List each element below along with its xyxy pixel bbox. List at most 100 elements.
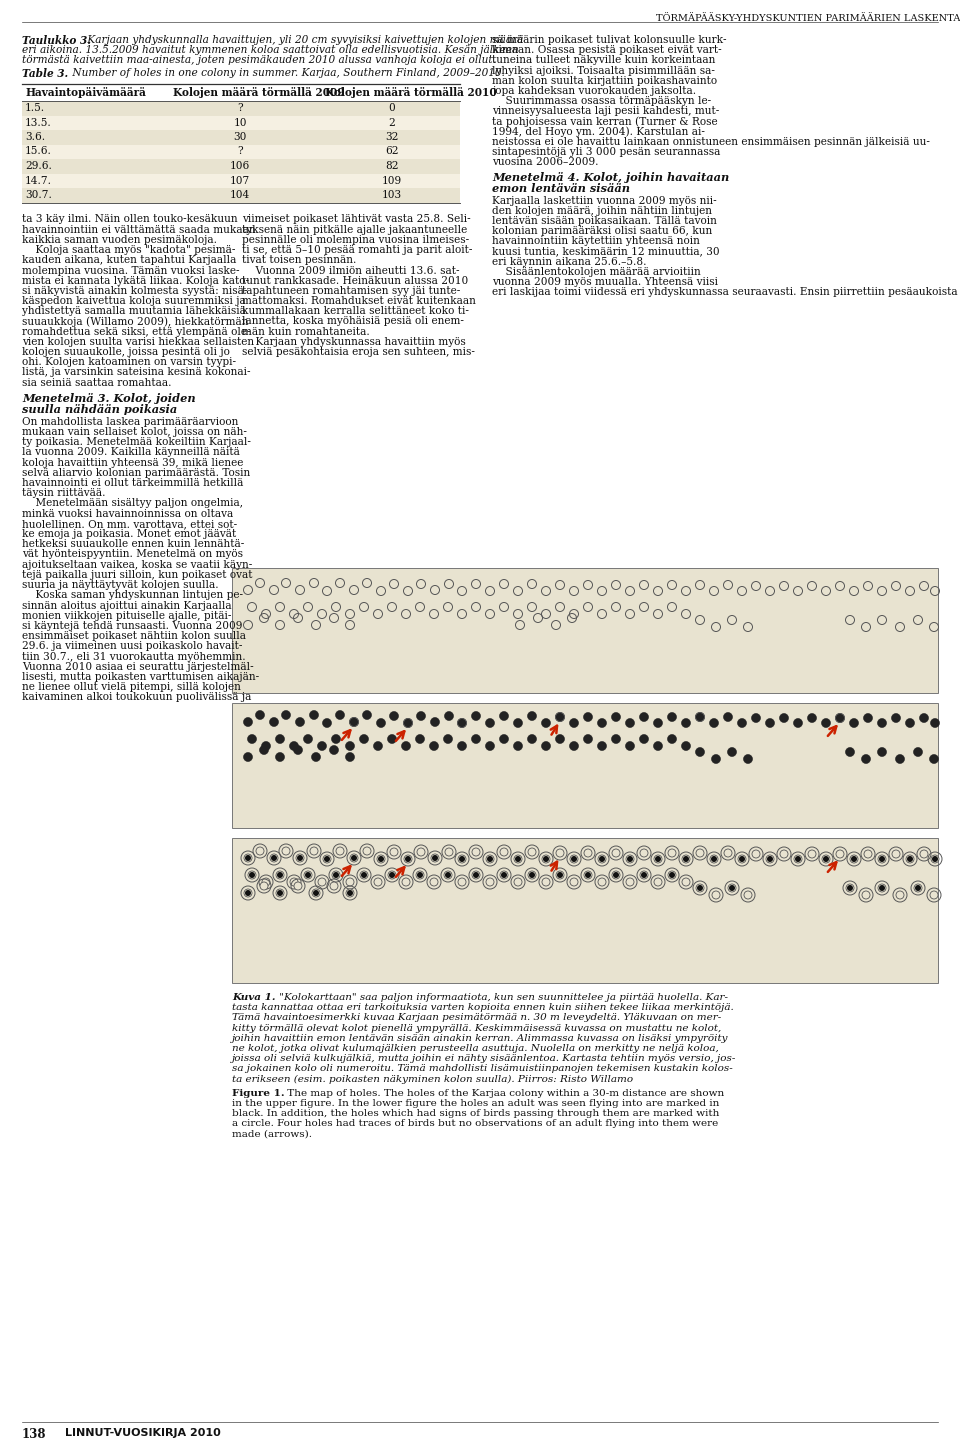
Circle shape: [309, 710, 319, 719]
Circle shape: [276, 752, 284, 761]
Text: lyhyiksi ajoiksi. Toisaalta pisimmillään sa-: lyhyiksi ajoiksi. Toisaalta pisimmillään…: [492, 65, 715, 75]
Circle shape: [527, 712, 537, 721]
Circle shape: [724, 712, 732, 722]
Text: kimaan. Osassa pesistä poikaset eivät vart-: kimaan. Osassa pesistä poikaset eivät va…: [492, 45, 722, 55]
Circle shape: [683, 857, 689, 862]
Circle shape: [296, 854, 304, 862]
Text: havainnointi ei ollut tärkeimmillä hetkillä: havainnointi ei ollut tärkeimmillä hetki…: [22, 478, 244, 488]
Circle shape: [626, 741, 635, 751]
Circle shape: [710, 855, 718, 862]
Circle shape: [376, 719, 386, 728]
Circle shape: [864, 849, 872, 858]
Text: yhdistettyä samalla muutamia lähekkäisiä: yhdistettyä samalla muutamia lähekkäisiä: [22, 307, 246, 317]
Text: mukaan vain sellaiset kolot, joissa on näh-: mukaan vain sellaiset kolot, joissa on n…: [22, 427, 247, 437]
Circle shape: [598, 878, 606, 886]
Text: "Kolokarttaan" saa paljon informaatiota, kun sen suunnittelee ja piirtää huolell: "Kolokarttaan" saa paljon informaatiota,…: [276, 993, 728, 1001]
Circle shape: [738, 855, 746, 862]
Circle shape: [260, 883, 268, 890]
Text: män kuin romahtaneita.: män kuin romahtaneita.: [242, 327, 370, 337]
Text: tasta kannattaa ottaa eri tarkoituksia varten kopioita ennen kuin siihen tekee l: tasta kannattaa ottaa eri tarkoituksia v…: [232, 1003, 733, 1013]
Circle shape: [682, 719, 690, 728]
Circle shape: [613, 873, 619, 878]
Circle shape: [389, 873, 395, 878]
Circle shape: [556, 871, 564, 878]
Text: tapahtuneen romahtamisen syy jäi tunte-: tapahtuneen romahtamisen syy jäi tunte-: [242, 287, 460, 295]
Text: ta erikseen (esim. poikasten näkyminen kolon suulla). Piirros: Risto Willamo: ta erikseen (esim. poikasten näkyminen k…: [232, 1075, 634, 1084]
Circle shape: [318, 741, 326, 751]
Text: Table 3.: Table 3.: [22, 68, 68, 78]
Circle shape: [556, 712, 564, 722]
Circle shape: [709, 719, 718, 728]
Circle shape: [767, 857, 773, 862]
Circle shape: [459, 857, 465, 862]
Circle shape: [654, 855, 662, 862]
Circle shape: [514, 855, 522, 862]
Circle shape: [487, 857, 493, 862]
Text: Karjaalla laskettiin vuonna 2009 myös nii-: Karjaalla laskettiin vuonna 2009 myös ni…: [492, 195, 716, 205]
Circle shape: [430, 718, 440, 726]
Circle shape: [349, 718, 358, 726]
Text: vuonna 2009 myös muualla. Yhteensä viisi: vuonna 2009 myös muualla. Yhteensä viisi: [492, 278, 718, 287]
Circle shape: [556, 849, 564, 857]
Circle shape: [711, 754, 721, 764]
Circle shape: [346, 752, 354, 761]
Circle shape: [585, 873, 591, 878]
Circle shape: [739, 857, 745, 862]
Text: 13.5.: 13.5.: [25, 117, 52, 127]
Circle shape: [486, 741, 494, 751]
Bar: [232, 569, 938, 693]
Circle shape: [612, 871, 620, 878]
Text: lisesti, mutta poikasten varttumisen aikajän-: lisesti, mutta poikasten varttumisen aik…: [22, 671, 259, 682]
Circle shape: [695, 712, 705, 722]
Circle shape: [780, 849, 788, 858]
Circle shape: [329, 745, 339, 754]
Circle shape: [879, 886, 885, 891]
Text: kolojen suuaukolle, joissa pesintä oli jo: kolojen suuaukolle, joissa pesintä oli j…: [22, 347, 229, 357]
Circle shape: [641, 873, 647, 878]
Circle shape: [486, 719, 494, 728]
Circle shape: [711, 857, 717, 862]
Circle shape: [346, 888, 354, 897]
Circle shape: [541, 719, 550, 728]
Text: den kolojen määrä, joihin nähtiin lintujen: den kolojen määrä, joihin nähtiin lintuj…: [492, 205, 712, 216]
Text: emon lentävän sisään: emon lentävän sisään: [492, 182, 630, 194]
Text: Havaintopäivämäärä: Havaintopäivämäärä: [25, 87, 146, 98]
Circle shape: [335, 710, 345, 719]
Circle shape: [932, 857, 938, 862]
Circle shape: [261, 741, 271, 751]
Text: tunut rankkasade. Heinäkuun alussa 2010: tunut rankkasade. Heinäkuun alussa 2010: [242, 276, 468, 285]
Text: ne kolot, jotka olivat kulumajälkien perusteella asuttuja. Nuolella on merkitty : ne kolot, jotka olivat kulumajälkien per…: [232, 1043, 719, 1053]
Circle shape: [877, 719, 886, 728]
Text: Figure 1.: Figure 1.: [232, 1088, 284, 1098]
Circle shape: [297, 855, 303, 861]
Text: ke emoja ja poikasia. Monet emot jäävät: ke emoja ja poikasia. Monet emot jäävät: [22, 530, 236, 540]
Text: kauden aikana, kuten tapahtui Karjaalla: kauden aikana, kuten tapahtui Karjaalla: [22, 255, 236, 265]
Circle shape: [312, 888, 320, 897]
Circle shape: [847, 886, 853, 891]
Circle shape: [878, 884, 886, 891]
Circle shape: [294, 883, 302, 890]
Circle shape: [472, 871, 480, 878]
Circle shape: [305, 873, 311, 878]
Circle shape: [416, 735, 424, 744]
Text: 3.6.: 3.6.: [25, 132, 45, 142]
Circle shape: [584, 849, 592, 857]
Text: kaikkia saman vuoden pesimäkoloja.: kaikkia saman vuoden pesimäkoloja.: [22, 234, 217, 245]
Circle shape: [401, 741, 411, 751]
Circle shape: [373, 741, 382, 751]
Circle shape: [541, 741, 550, 751]
Circle shape: [346, 741, 354, 751]
Bar: [22, 101, 460, 116]
Circle shape: [403, 719, 413, 728]
Bar: [22, 145, 460, 159]
Circle shape: [444, 735, 452, 744]
Text: vinneisyysalueesta laji pesii kahdesti, mut-: vinneisyysalueesta laji pesii kahdesti, …: [492, 107, 719, 116]
Circle shape: [920, 713, 928, 722]
Circle shape: [471, 712, 481, 721]
Circle shape: [388, 735, 396, 744]
Circle shape: [543, 857, 549, 862]
Circle shape: [430, 878, 438, 886]
Circle shape: [863, 713, 873, 722]
Circle shape: [245, 890, 251, 896]
Circle shape: [766, 855, 774, 862]
